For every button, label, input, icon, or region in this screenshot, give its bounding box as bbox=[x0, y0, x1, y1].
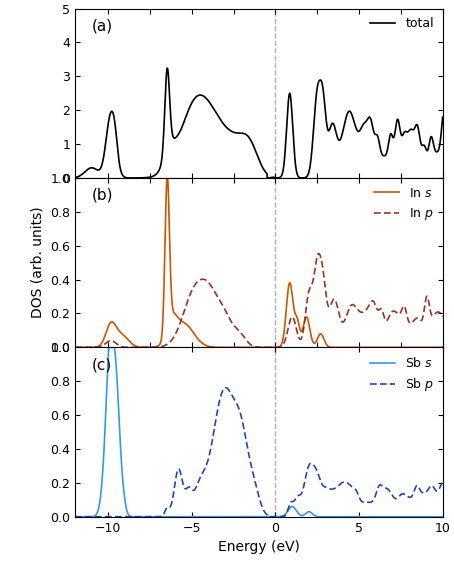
In $s$ bbox=[433, 344, 439, 351]
Sb $p$ bbox=[433, 487, 439, 494]
Legend: total: total bbox=[365, 13, 439, 35]
In $p$ bbox=[433, 310, 439, 317]
Sb $p$ bbox=[440, 478, 445, 485]
Sb $s$ bbox=[72, 513, 78, 520]
Text: (c): (c) bbox=[91, 357, 112, 372]
In $s$ bbox=[136, 343, 141, 350]
Sb $s$ bbox=[136, 513, 142, 520]
In $s$ bbox=[72, 344, 78, 351]
Sb $p$ bbox=[271, 513, 277, 520]
Sb $s$ bbox=[229, 513, 235, 520]
Legend: In $s$, In $p$: In $s$, In $p$ bbox=[369, 182, 439, 227]
In $p$ bbox=[72, 344, 78, 351]
Line: Sb $s$: Sb $s$ bbox=[75, 347, 443, 517]
In $p$ bbox=[271, 344, 277, 351]
X-axis label: Energy (eV): Energy (eV) bbox=[218, 540, 300, 554]
In $s$ bbox=[213, 344, 219, 351]
In $s$ bbox=[271, 344, 277, 351]
Text: (b): (b) bbox=[91, 188, 113, 203]
Text: (a): (a) bbox=[91, 19, 113, 34]
In $s$ bbox=[440, 344, 445, 351]
In $p$ bbox=[393, 309, 399, 316]
Sb $s$ bbox=[213, 513, 219, 520]
Sb $s$ bbox=[393, 513, 399, 520]
Line: Sb $p$: Sb $p$ bbox=[75, 388, 443, 517]
In $s$ bbox=[229, 344, 235, 351]
In $p$ bbox=[213, 291, 219, 297]
Y-axis label: DOS (arb. units): DOS (arb. units) bbox=[30, 207, 44, 319]
Line: In $s$: In $s$ bbox=[75, 178, 443, 347]
Sb $s$ bbox=[106, 344, 112, 351]
Sb $p$ bbox=[223, 384, 228, 391]
In $s$ bbox=[164, 175, 170, 182]
Sb $p$ bbox=[72, 513, 78, 520]
In $s$ bbox=[393, 344, 399, 351]
Legend: Sb $s$, Sb $p$: Sb $s$, Sb $p$ bbox=[365, 351, 439, 399]
Line: In $p$: In $p$ bbox=[75, 254, 443, 347]
Sb $p$ bbox=[213, 416, 219, 423]
Sb $p$ bbox=[393, 495, 399, 502]
In $p$ bbox=[229, 319, 235, 326]
Sb $s$ bbox=[114, 375, 120, 381]
Sb $s$ bbox=[265, 513, 271, 520]
Sb $p$ bbox=[229, 392, 235, 399]
Sb $p$ bbox=[114, 513, 119, 520]
In $p$ bbox=[136, 344, 141, 351]
In $s$ bbox=[114, 324, 119, 331]
In $p$ bbox=[114, 341, 119, 348]
In $p$ bbox=[440, 313, 445, 320]
In $p$ bbox=[316, 250, 321, 257]
Sb $s$ bbox=[433, 513, 439, 520]
Sb $p$ bbox=[136, 513, 141, 520]
Sb $s$ bbox=[440, 513, 445, 520]
